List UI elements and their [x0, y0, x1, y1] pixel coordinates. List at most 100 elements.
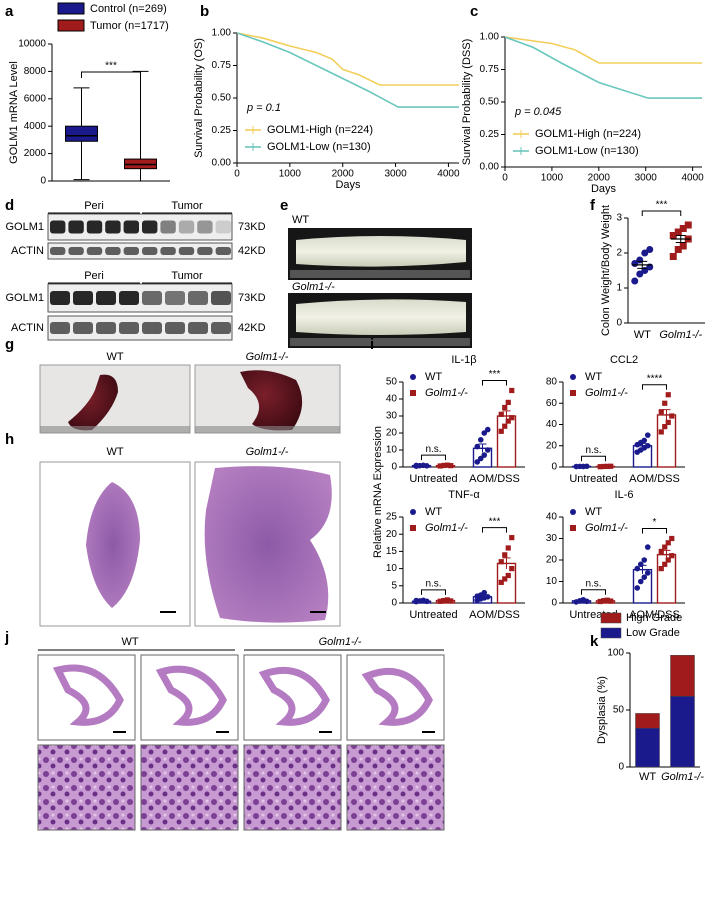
y-tick-label: 40	[386, 394, 398, 405]
blot-group-label: Peri	[84, 270, 104, 282]
p-value: p = 0.045	[514, 106, 562, 118]
data-point	[636, 270, 644, 278]
data-point	[509, 387, 515, 394]
y-tick-label: 0.50	[212, 93, 232, 104]
data-point	[498, 579, 504, 585]
x-tick-label: Golm1-/-	[659, 329, 702, 341]
panel-letter: g	[5, 336, 14, 353]
data-point	[669, 253, 677, 260]
data-point	[601, 598, 607, 604]
y-axis-label: Dysplasia (%)	[596, 676, 608, 744]
panel-letter: b	[200, 3, 209, 20]
legend-swatch	[600, 627, 622, 639]
data-point	[608, 463, 614, 469]
bar-segment	[635, 727, 660, 768]
legend-label: WT	[425, 371, 442, 383]
legend-marker	[570, 525, 576, 531]
histology-highmag	[243, 744, 342, 831]
significance-label: ***	[489, 369, 501, 380]
data-point	[665, 557, 671, 563]
panel-letter: h	[5, 431, 14, 448]
y-tick-label: 4000	[24, 121, 47, 132]
data-point	[658, 548, 664, 554]
y-tick-label: 1	[616, 283, 622, 294]
legend-marker	[410, 374, 416, 380]
data-point	[484, 594, 491, 600]
data-point	[509, 535, 515, 541]
data-point	[413, 462, 420, 469]
significance-bracket	[81, 71, 141, 78]
blot-band	[188, 291, 208, 305]
data-point	[644, 570, 651, 576]
y-tick-label: 0	[40, 176, 46, 187]
blot-band	[211, 291, 231, 305]
blot-size-label: 42KD	[238, 245, 266, 257]
blot-band	[119, 322, 139, 334]
panel-letter: a	[5, 3, 14, 20]
y-tick-label: 60	[546, 398, 558, 409]
blot-band	[165, 322, 185, 334]
x-tick-label: AOM/DSS	[629, 609, 680, 621]
western-blots: Peri Tumor GOLM1 73KD ACTIN 42KD Peri Tumor GOLM…	[5, 200, 266, 341]
data-point	[658, 409, 664, 415]
blot-band	[123, 220, 139, 234]
y-tick-label: 20	[386, 428, 398, 439]
y-tick-label: 10	[546, 576, 558, 587]
significance-bracket	[581, 455, 606, 462]
data-point	[481, 589, 488, 596]
significance-bracket	[641, 210, 682, 216]
data-point	[509, 566, 515, 572]
y-tick-label: 1.00	[480, 32, 500, 43]
data-point	[448, 598, 454, 604]
panel-letter: d	[5, 197, 14, 214]
legend-swatch	[57, 19, 85, 32]
x-tick-label: 0	[502, 173, 508, 184]
y-tick-label: 30	[546, 533, 558, 544]
data-point	[481, 430, 488, 436]
x-tick-label: 3000	[384, 169, 407, 180]
bar-segment	[670, 696, 695, 768]
data-point	[662, 424, 668, 430]
y-tick-label: 0.25	[212, 125, 232, 136]
error-bar	[637, 260, 648, 269]
data-point	[637, 561, 644, 568]
y-tick-label: 0	[616, 318, 622, 329]
error-bar	[478, 443, 487, 453]
blot-band	[96, 291, 116, 305]
data-point	[674, 246, 682, 253]
x-tick-label: 1000	[541, 173, 564, 184]
data-point	[601, 463, 607, 470]
chart-title: IL-1β	[451, 354, 476, 366]
legend-swatch	[57, 2, 85, 15]
blot-band	[68, 247, 84, 255]
y-tick-label: 100	[607, 648, 624, 659]
y-tick-label: 0.75	[480, 64, 500, 75]
blot-band	[50, 220, 66, 234]
x-tick-label: 2000	[588, 173, 611, 184]
significance-label: ***	[489, 516, 501, 527]
ruler	[195, 426, 340, 433]
y-tick-label: 40	[546, 512, 558, 523]
y-tick-label: 0.00	[480, 162, 500, 173]
blot-band	[86, 220, 103, 234]
data-point	[583, 463, 590, 470]
data-point	[674, 228, 682, 236]
blot-row-label: ACTIN	[11, 245, 44, 257]
data-point	[502, 576, 508, 582]
data-point	[684, 221, 692, 229]
data-point	[484, 447, 491, 453]
data-point	[641, 437, 648, 444]
significance-bracket	[581, 589, 606, 595]
blot-size-label: 42KD	[238, 322, 266, 334]
significance-label: n.s.	[425, 444, 441, 455]
y-axis-label: Relative mRNA Expression	[372, 426, 384, 558]
blot-band	[86, 247, 103, 255]
y-tick-label: 20	[546, 555, 558, 566]
data-point	[481, 452, 488, 458]
panel-letter: i	[370, 336, 374, 353]
histology-highmag	[346, 744, 445, 831]
data-point	[679, 242, 687, 250]
image-label: Golm1-/-	[246, 446, 289, 458]
image-label: Golm1-/-	[292, 281, 335, 293]
